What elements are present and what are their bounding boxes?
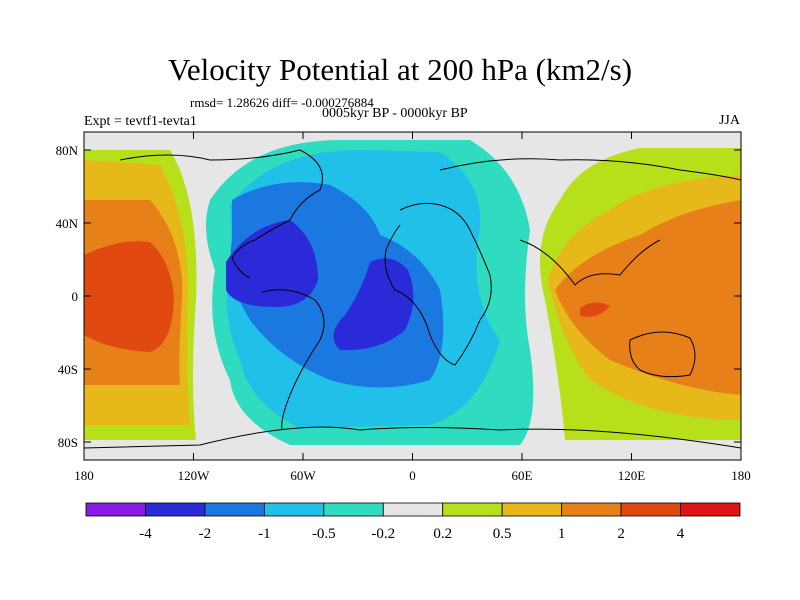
experiment-label: Expt = tevtf1-tevta1: [84, 114, 197, 129]
colorbar-swatch: [680, 502, 741, 517]
lat-tick-label: 0: [72, 289, 79, 304]
colorbar-label: 1: [558, 526, 566, 542]
period-line: 0005kyr BP - 0000kyr BP: [322, 106, 468, 121]
lon-tick-label: 0: [409, 468, 416, 483]
lat-tick-labels: 80N 40N 0 40S 80S: [56, 143, 79, 450]
colorbar-swatch: [323, 502, 384, 517]
colorbar-swatch: [263, 502, 325, 517]
lat-tick-label: 40N: [56, 216, 79, 231]
coast-north-america: [119, 149, 323, 279]
contour-fill: [84, 132, 741, 460]
lat-tick-marks: [84, 149, 741, 443]
lon-tick-label: 60W: [290, 468, 316, 483]
colorbar-swatch: [501, 502, 563, 517]
colorbar-label: -2: [199, 526, 212, 542]
colorbar-label: 4: [677, 526, 685, 542]
colorbar: -4 -2 -1 -0.5 -0.2 0.2 0.5 1 2 4: [85, 502, 741, 542]
coast-south-america: [261, 289, 325, 431]
lon-tick-label: 120E: [618, 468, 646, 483]
colorbar-swatch: [204, 502, 265, 517]
colorbar-swatch: [145, 502, 206, 517]
colorbar-swatch: [382, 502, 444, 517]
positive-lobe-east-2: [580, 302, 610, 317]
negative-lobe-2-east: [333, 258, 414, 351]
colorbar-label: -0.5: [312, 526, 336, 542]
colorbar-label: -4: [139, 526, 152, 542]
season-label: JJA: [718, 113, 740, 128]
colorbar-swatch: [561, 502, 622, 517]
coast-australia: [629, 331, 696, 378]
colorbar-swatch: [442, 502, 503, 517]
lon-tick-marks: [83, 132, 742, 460]
lat-tick-label: 80N: [56, 143, 79, 158]
lon-tick-label: 180: [731, 468, 751, 483]
positive-lobe-east-1: [555, 200, 741, 395]
lon-tick-label: 180: [74, 468, 94, 483]
coast-europe-africa: [384, 202, 492, 366]
lat-tick-label: 40S: [58, 362, 78, 377]
colorbar-label: 0.5: [493, 526, 512, 542]
lon-tick-labels: 180 120W 60W 0 60E 120E 180: [74, 468, 751, 483]
colorbar-swatch: [620, 502, 681, 517]
negative-lobe-2-west: [226, 220, 318, 308]
colorbar-label: -0.2: [371, 526, 395, 542]
lon-tick-label: 60E: [512, 468, 533, 483]
colorbar-label: 2: [617, 526, 625, 542]
plot-title: Velocity Potential at 200 hPa (km2/s): [167, 52, 633, 87]
coastlines: [84, 149, 741, 449]
colorbar-swatch: [85, 502, 146, 517]
coast-antarctica: [84, 426, 741, 449]
positive-lobe-west-2: [84, 241, 174, 352]
coast-asia: [439, 158, 741, 286]
lon-tick-label: 120W: [178, 468, 211, 483]
stats-line: rmsd= 1.28626 diff= -0.000276884: [190, 95, 374, 110]
lat-tick-label: 80S: [58, 435, 78, 450]
colorbar-label: 0.2: [433, 526, 452, 542]
colorbar-label: -1: [258, 526, 271, 542]
